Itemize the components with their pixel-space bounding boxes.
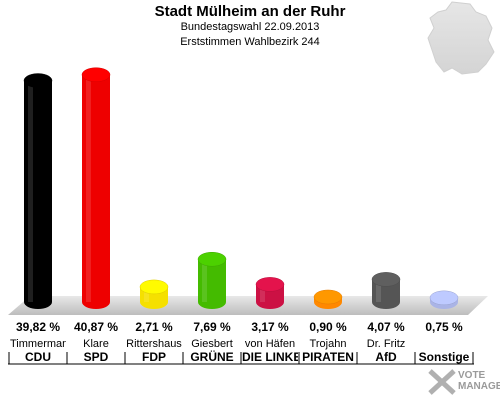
value-label: 0,90 % [309, 320, 347, 334]
value-label: 3,17 % [251, 320, 289, 334]
bar-gr-ne [197, 251, 227, 309]
value-label: 40,87 % [73, 320, 119, 334]
bar-fdp [139, 279, 169, 309]
bar-afd [371, 272, 401, 309]
chart-floor [8, 296, 488, 315]
party-label: GRÜNE [190, 350, 234, 364]
vote-manager-logo [428, 369, 456, 395]
chart-title: Stadt Mülheim an der Ruhr [154, 3, 346, 20]
candidate-label: Dr. Fritz [366, 338, 406, 350]
value-label: 2,71 % [135, 320, 173, 334]
candidate-label: von Häfen [244, 338, 296, 350]
candidate-label: Timmermann [10, 338, 66, 350]
logo-text: VOTE MANAGER [458, 370, 500, 392]
bar-spd [81, 67, 111, 309]
party-label: Sonstige [418, 350, 470, 364]
candidate-label: Giesbert [191, 338, 233, 350]
value-label: 0,75 % [425, 320, 463, 334]
candidate-label: Rittershaus [126, 338, 182, 350]
logo-line1: VOTE [458, 370, 486, 381]
bar-cdu [23, 73, 53, 309]
logo-line2: MANAGER [458, 381, 500, 392]
bar-die-linke [255, 277, 285, 309]
germany-map-icon [427, 1, 495, 75]
value-label: 4,07 % [367, 320, 405, 334]
bar-piraten [313, 289, 343, 309]
candidate-label: Klare [83, 338, 109, 350]
party-label: PIRATEN [302, 350, 354, 364]
value-label: 39,82 % [15, 320, 61, 334]
value-label: 7,69 % [193, 320, 231, 334]
chart-subtitle-district: Erststimmen Wahlbezirk 244 [180, 36, 320, 48]
party-label: SPD [83, 350, 109, 364]
chart-subtitle-election: Bundestagswahl 22.09.2013 [180, 21, 320, 33]
party-label: AfD [375, 350, 397, 364]
party-label: FDP [142, 350, 166, 364]
candidate-label: Trojahn [309, 338, 347, 350]
party-label: CDU [25, 350, 51, 364]
bar-sonstige [429, 290, 459, 309]
party-label: DIE LINKE [242, 350, 298, 364]
